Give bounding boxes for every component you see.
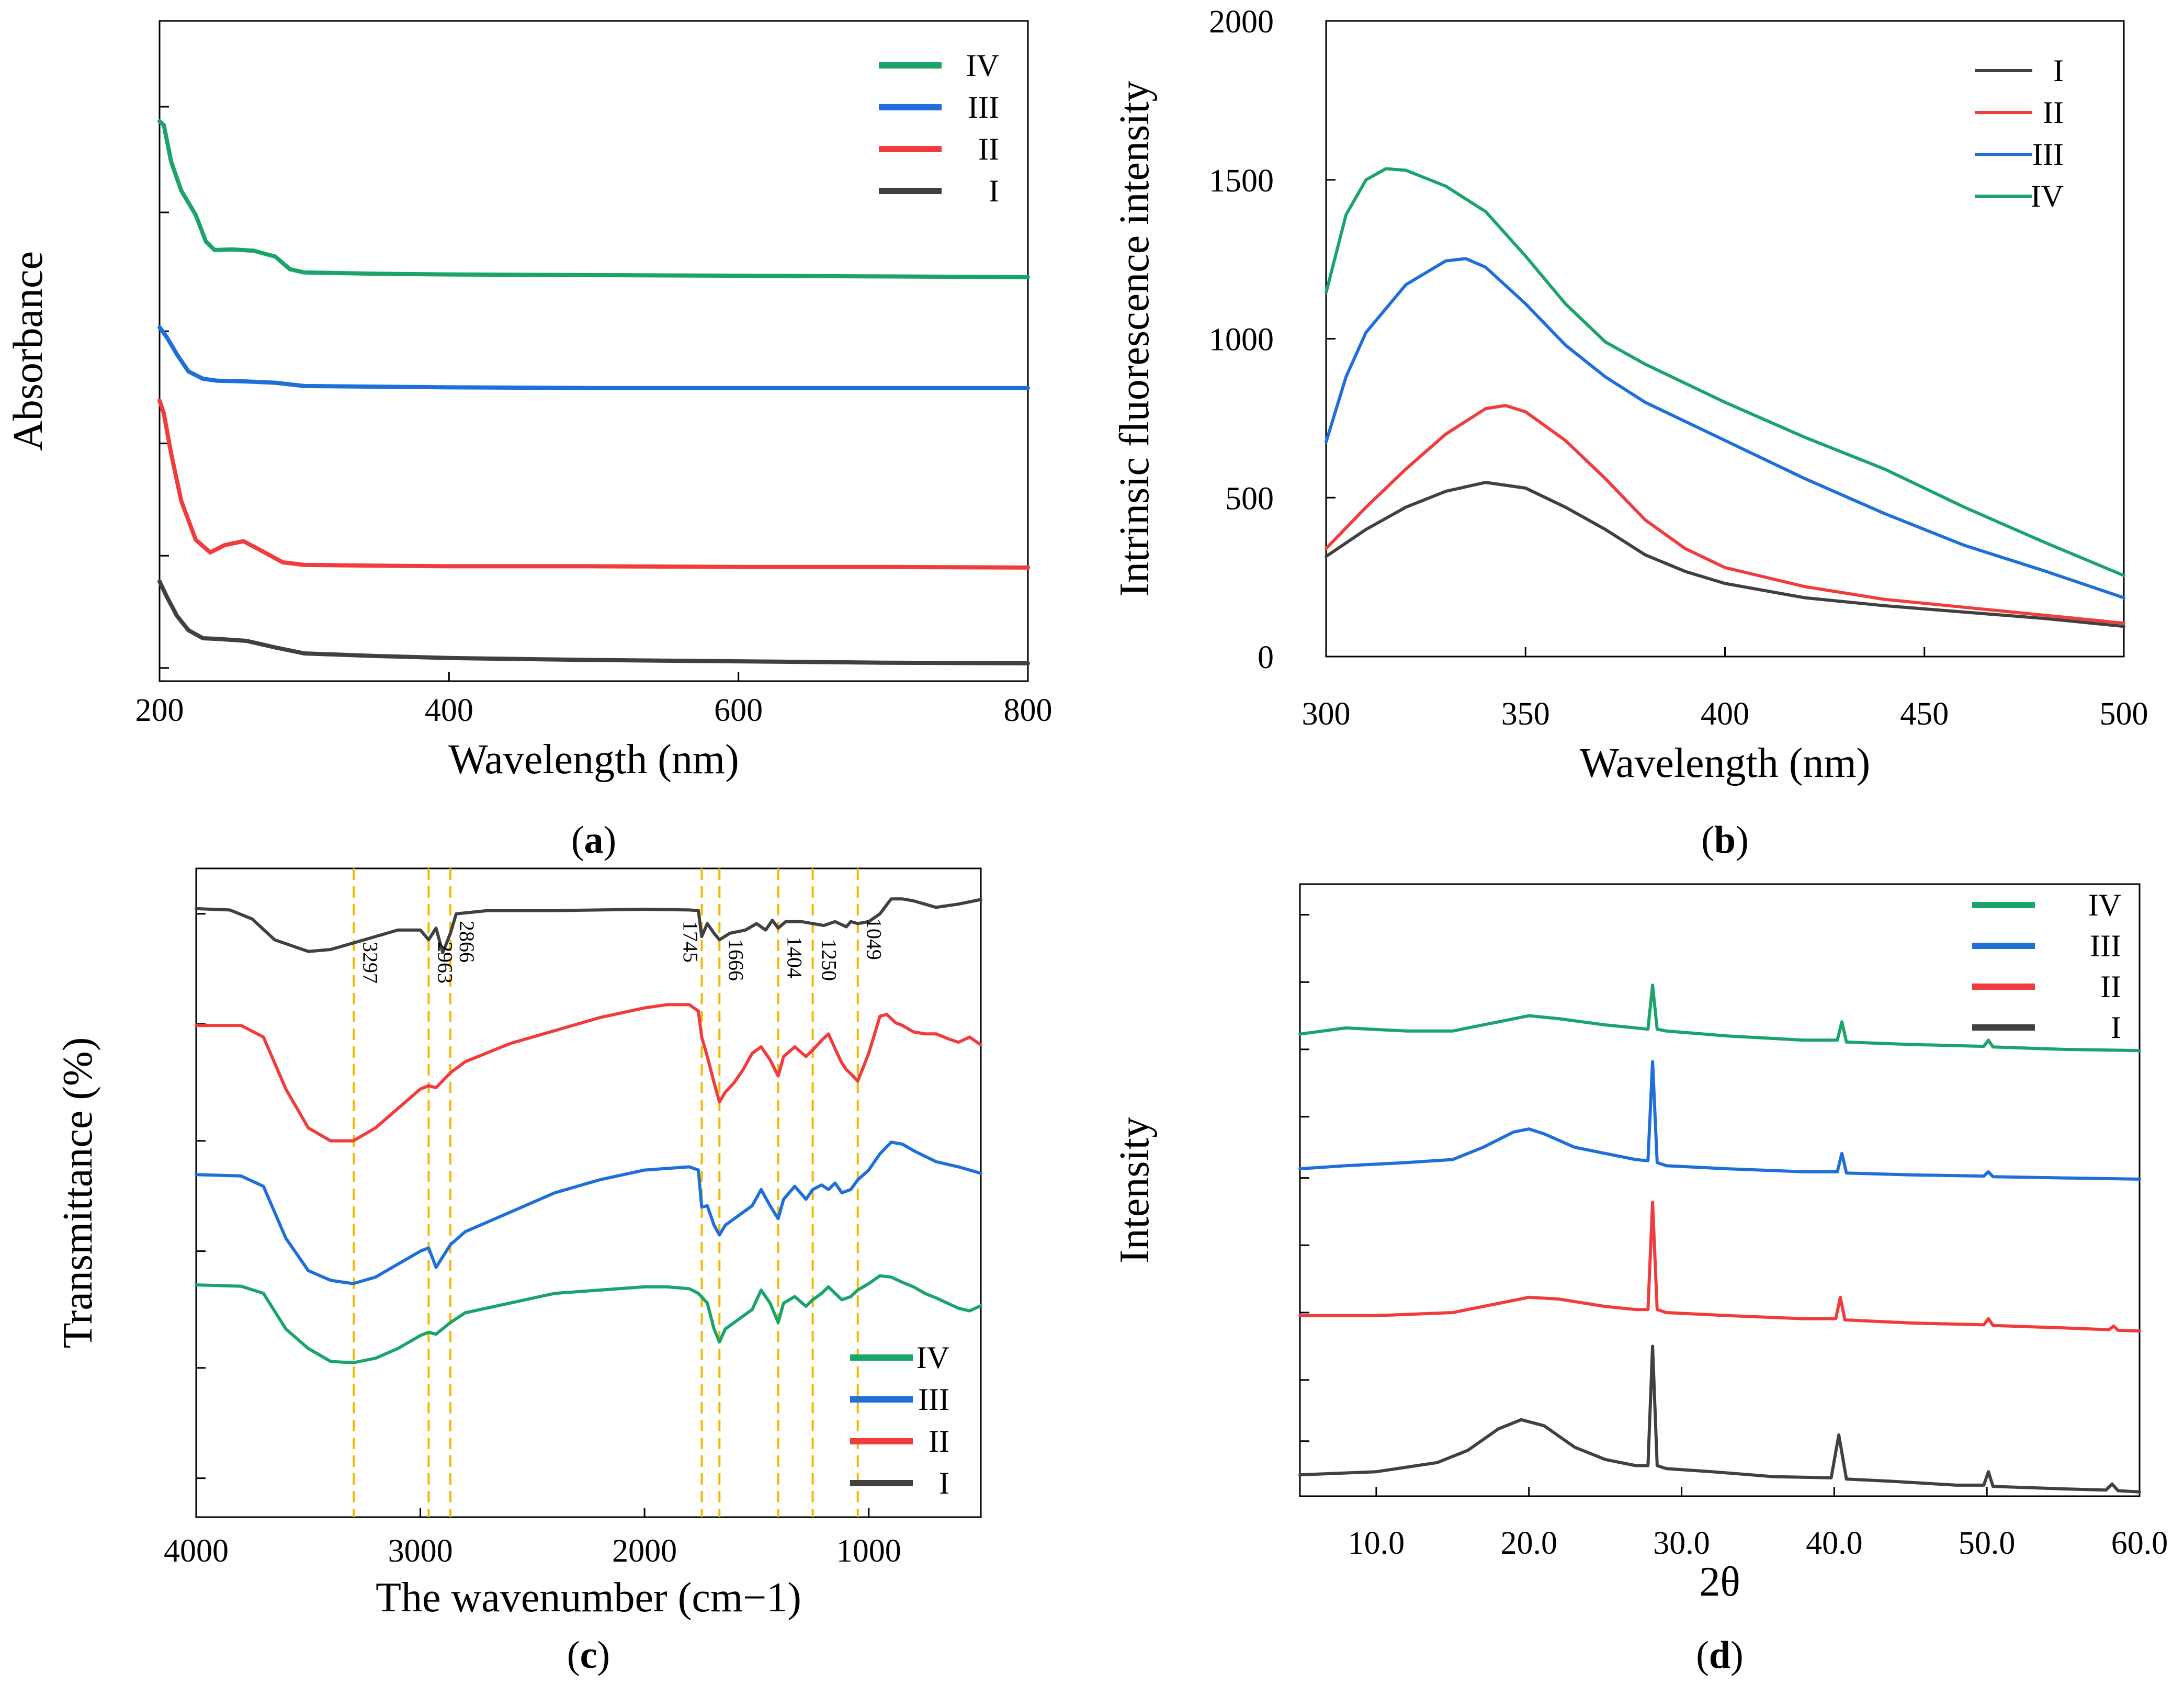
plot-frame <box>1325 20 2125 658</box>
peak-annotation-1049: 1049 <box>863 918 886 960</box>
plot-frame <box>195 867 982 1518</box>
legend-label-IV: IV <box>2031 179 2064 213</box>
legend-label-IV: IV <box>916 1340 949 1375</box>
legend-label-II: II <box>2043 95 2064 130</box>
x-tick-label: 20.0 <box>1500 1526 1557 1561</box>
x-tick-label: 2000 <box>612 1533 677 1569</box>
x-tick-label: 500 <box>2100 696 2148 732</box>
series-line-I <box>1298 1344 2141 1494</box>
y-axis-title: Transmittance (%) <box>55 1037 101 1349</box>
y-tick-label: 2000 <box>1209 4 1274 40</box>
series-line-I <box>1325 481 2125 628</box>
peak-annotation-2866: 2866 <box>455 921 479 963</box>
series-line-II <box>1298 1201 2141 1333</box>
peak-annotation-3297: 3297 <box>358 942 382 984</box>
legend-label-II: II <box>2100 969 2121 1004</box>
y-tick-label: 0 <box>1258 640 1274 675</box>
x-tick-label: 4000 <box>164 1533 229 1569</box>
y-tick-label: 500 <box>1225 481 1274 516</box>
y-axis-title: Absorbance <box>5 251 51 451</box>
x-axis-title: Wavelength (nm) <box>448 737 739 783</box>
y-axis-title: Intrinsic fluorescence intensity <box>1112 81 1158 596</box>
panel-label: (b) <box>1701 819 1748 862</box>
panel-label: (d) <box>1696 1634 1743 1677</box>
x-tick-label: 400 <box>425 693 473 728</box>
y-tick-label: 1500 <box>1209 163 1274 199</box>
x-axis-title: The wavenumber (cm−1) <box>376 1575 801 1621</box>
legend-label-III: III <box>968 90 999 125</box>
chart-panel-b: 300 350 400 450 500 0 500 1000 1500 2000 Wavelengt… <box>1112 4 2148 862</box>
peak-annotation-1745: 1745 <box>678 921 702 963</box>
series-line-III <box>1325 257 2125 600</box>
chart-panel-d: 10.0 20.0 30.0 40.0 50.0 60.02θIntensityIVIII… <box>1112 883 2168 1677</box>
panel-label: (a) <box>571 819 616 862</box>
series-line-III <box>157 325 1030 390</box>
x-tick-label: 200 <box>135 693 184 728</box>
x-tick-label: 3000 <box>388 1533 453 1569</box>
series-line-II <box>157 398 1030 570</box>
x-tick-label: 800 <box>1004 693 1053 728</box>
series-line-I <box>157 579 1030 665</box>
series-line-II <box>1325 404 2125 625</box>
peak-annotation-1666: 1666 <box>724 939 748 981</box>
legend-label-I: I <box>939 1466 949 1500</box>
x-axis-title: 2θ <box>1699 1559 1740 1605</box>
legend-label-IV: IV <box>966 48 999 83</box>
x-axis-title: Wavelength (nm) <box>1580 740 1871 786</box>
series-line-IV <box>1298 984 2141 1053</box>
peak-annotation-1404: 1404 <box>783 936 807 978</box>
legend-label-IV: IV <box>2088 888 2121 922</box>
peak-annotation-1250: 1250 <box>818 939 841 981</box>
peak-annotation-2963: 2963 <box>433 942 457 984</box>
plot-frame <box>1299 883 2141 1497</box>
x-tick-label: 350 <box>1501 696 1550 732</box>
chart-panel-a: 200 400 600 800 Wavelength (nm) Absorbance IV I… <box>5 20 1053 862</box>
legend-label-III: III <box>918 1382 949 1417</box>
series-line-IV <box>195 1274 982 1364</box>
y-tick-label: 1000 <box>1209 322 1274 358</box>
chart-panel-c: 4000 3000 2000 1000 The wavenumber (cm−1) Tra… <box>55 867 982 1677</box>
legend-label-II: II <box>929 1424 949 1459</box>
series-line-III <box>1298 1060 2141 1181</box>
legend-label-I: I <box>2053 53 2064 88</box>
legend-label-II: II <box>978 132 999 166</box>
panel-label: (c) <box>567 1634 610 1677</box>
legend-label-III: III <box>2090 929 2121 963</box>
x-tick-label: 10.0 <box>1348 1526 1405 1561</box>
legend-label-III: III <box>2032 137 2064 172</box>
series-line-I <box>195 897 982 955</box>
series-line-III <box>195 1140 982 1285</box>
series-line-IV <box>1325 167 2125 578</box>
x-tick-label: 450 <box>1900 696 1949 732</box>
x-tick-label: 50.0 <box>1959 1526 2016 1561</box>
x-tick-label: 600 <box>714 693 763 728</box>
x-tick-label: 300 <box>1302 696 1351 732</box>
x-tick-label: 400 <box>1701 696 1749 732</box>
y-axis-title: Intensity <box>1112 1117 1158 1263</box>
legend-label-I: I <box>2111 1010 2121 1045</box>
x-tick-label: 60.0 <box>2111 1526 2168 1561</box>
x-tick-label: 1000 <box>836 1533 901 1569</box>
x-tick-label: 40.0 <box>1806 1526 1863 1561</box>
plot-frame <box>159 20 1029 682</box>
series-line-IV <box>157 119 1030 279</box>
series-line-II <box>195 1003 982 1143</box>
legend-label-I: I <box>989 174 999 208</box>
x-tick-label: 30.0 <box>1653 1526 1710 1561</box>
